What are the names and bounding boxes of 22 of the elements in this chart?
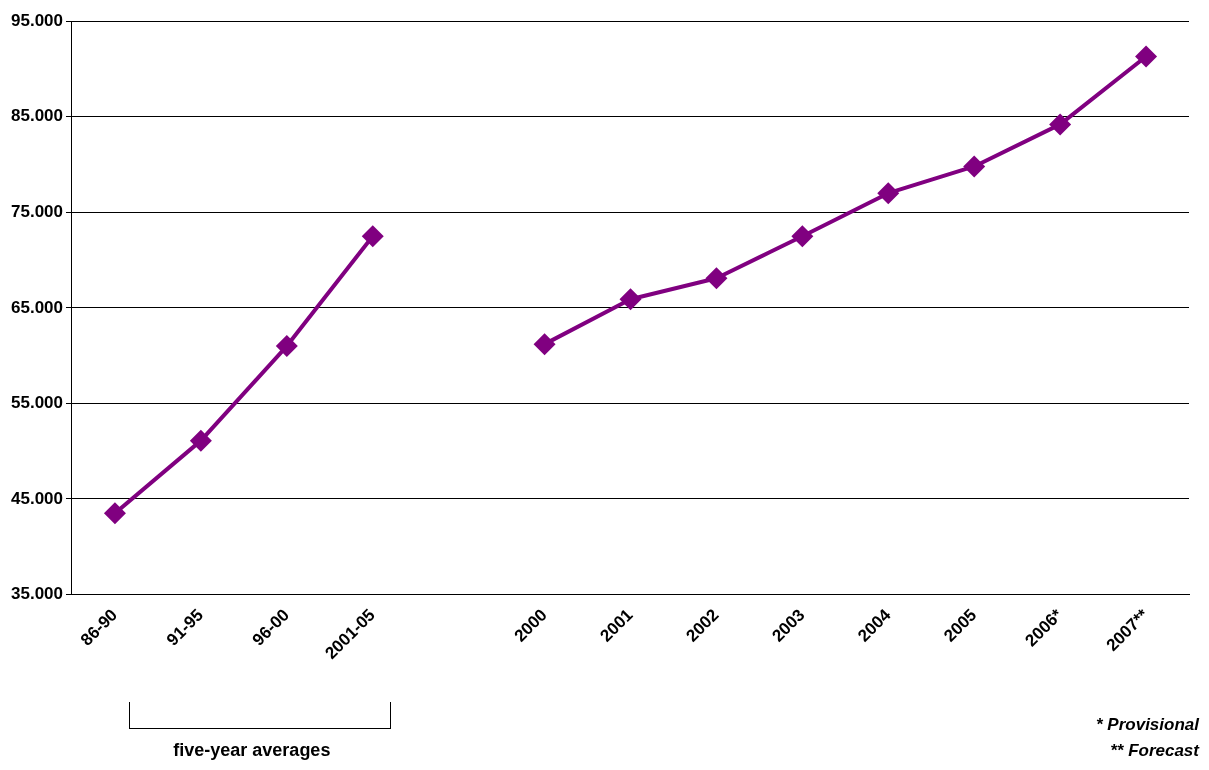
text: ** Forecast [1110, 741, 1201, 760]
y-tick-label: 35.000 [11, 584, 63, 604]
y-tick-label: 95.000 [11, 10, 63, 30]
point [1135, 45, 1158, 68]
y-tick-label: 55.000 [11, 393, 63, 413]
point [189, 429, 212, 452]
y-tick-label: 85.000 [11, 106, 63, 126]
point [103, 502, 126, 525]
point [275, 335, 298, 358]
point [361, 225, 384, 248]
point [705, 267, 728, 290]
point [791, 225, 814, 248]
point [533, 333, 556, 356]
text: * Provisional [1096, 715, 1201, 734]
point [877, 182, 900, 205]
point [619, 288, 642, 311]
text: five-year averages [173, 740, 331, 760]
y-tick-label: 45.000 [11, 488, 63, 508]
point [1049, 113, 1072, 136]
y-tick-label: 65.000 [11, 297, 63, 317]
y-tick-label: 75.000 [11, 201, 63, 221]
point [963, 155, 986, 178]
